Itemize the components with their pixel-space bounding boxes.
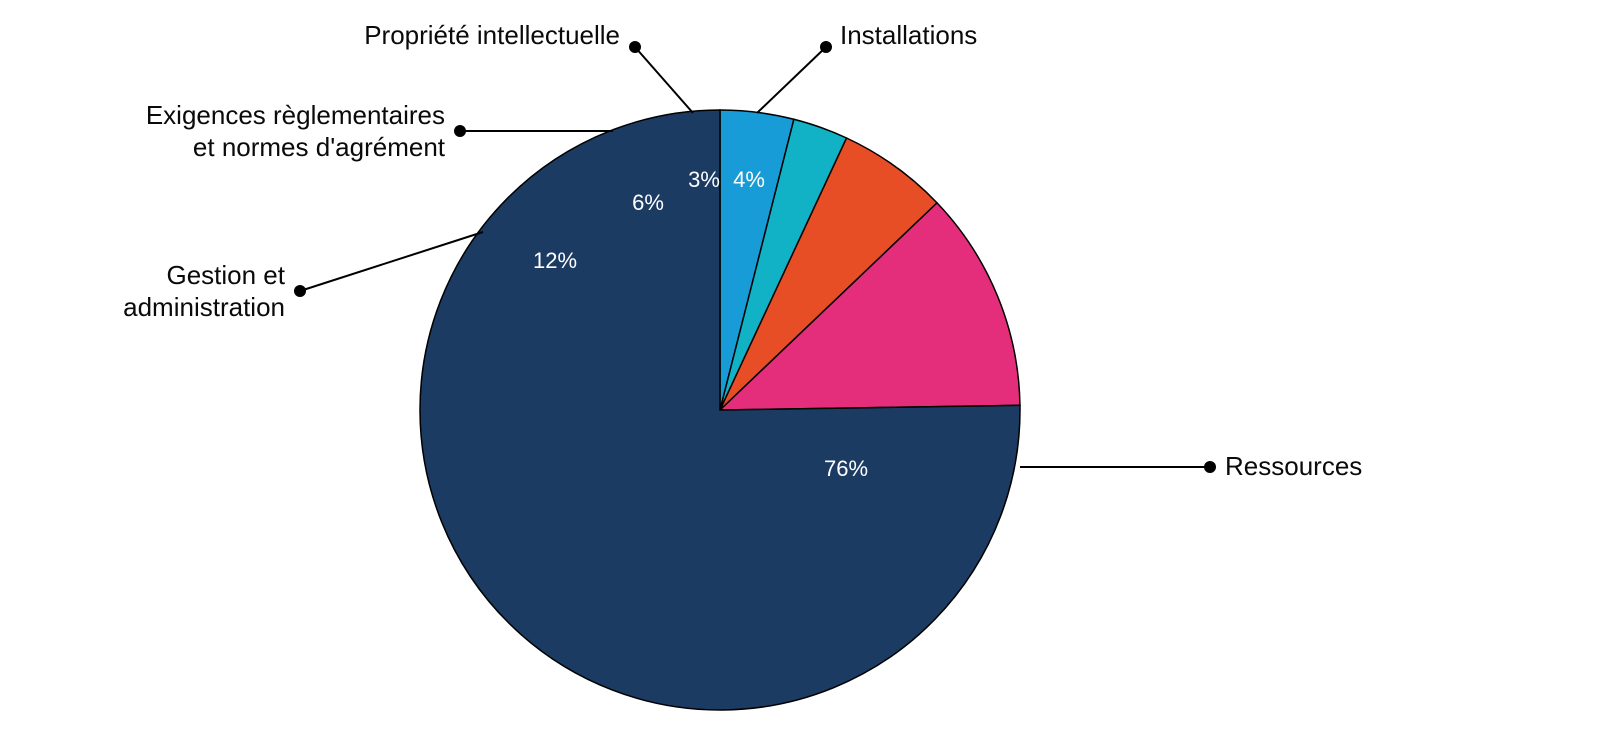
pct-label-gestion-administration: 12% [533, 248, 577, 273]
pct-label-propriete-intellectuelle: 3% [688, 167, 720, 192]
leader-dot-installations [820, 41, 832, 53]
slice-label-ressources: Ressources [1225, 451, 1362, 481]
leader-dot-exigences-reglementaires [454, 125, 466, 137]
pct-label-exigences-reglementaires: 6% [632, 190, 664, 215]
leader-dot-gestion-administration [294, 285, 306, 297]
slice-label-propriete-intellectuelle: Propriété intellectuelle [364, 20, 620, 50]
pct-label-installations: 4% [733, 167, 765, 192]
slice-label-exigences-reglementaires-line1: et normes d'agrément [193, 132, 446, 162]
leader-dot-propriete-intellectuelle [629, 41, 641, 53]
slice-label-exigences-reglementaires-line0: Exigences règlementaires [146, 100, 445, 130]
slice-label-gestion-administration-line1: administration [123, 292, 285, 322]
slice-label-installations: Installations [840, 20, 977, 50]
slice-label-gestion-administration-line0: Gestion et [166, 260, 285, 290]
pie-chart: 4% 3% 6% 12% 76% Installations Propriété intel… [0, 0, 1612, 730]
leader-dot-ressources [1204, 461, 1216, 473]
pct-label-ressources: 76% [824, 456, 868, 481]
